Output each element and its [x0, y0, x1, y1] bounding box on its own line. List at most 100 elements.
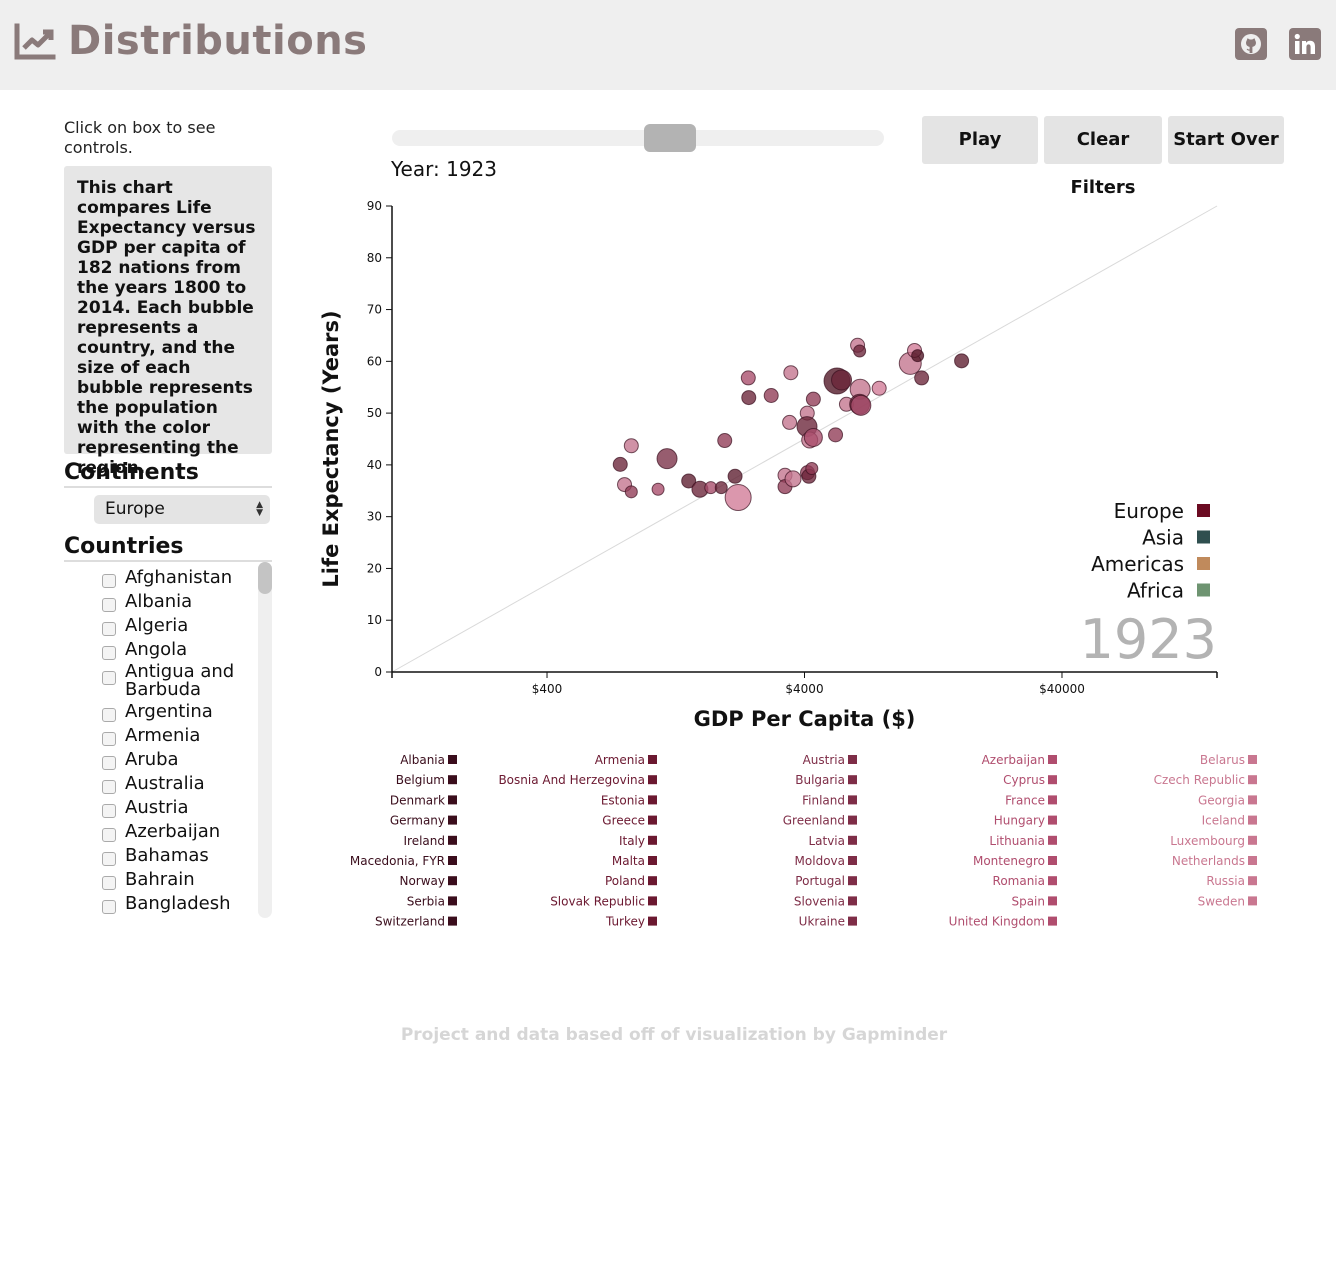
country-legend-swatch[interactable] — [848, 856, 857, 865]
country-legend-label[interactable]: Armenia — [595, 753, 645, 767]
country-legend-swatch[interactable] — [848, 795, 857, 805]
country-list-scroll-thumb[interactable] — [258, 562, 272, 594]
country-bubble[interactable] — [914, 370, 930, 386]
country-legend-label[interactable]: Serbia — [407, 894, 445, 908]
country-item[interactable]: Bahamas — [102, 847, 235, 866]
country-bubble[interactable] — [656, 448, 678, 470]
country-item[interactable]: Austria — [102, 799, 235, 818]
country-legend-label[interactable]: Finland — [802, 793, 845, 807]
country-legend-swatch[interactable] — [1048, 856, 1057, 865]
country-bubble[interactable] — [763, 388, 779, 404]
country-legend-swatch[interactable] — [1048, 916, 1057, 926]
country-bubble[interactable] — [782, 414, 798, 430]
country-legend-swatch[interactable] — [648, 775, 657, 785]
country-legend-label[interactable]: Norway — [399, 874, 445, 888]
country-bubble[interactable] — [783, 365, 799, 381]
country-legend-swatch[interactable] — [448, 876, 457, 886]
country-legend-swatch[interactable] — [848, 755, 857, 764]
country-checkbox[interactable] — [102, 852, 116, 866]
country-bubble[interactable] — [954, 353, 970, 369]
country-item[interactable]: Antigua and Barbuda — [102, 663, 235, 699]
country-legend-label[interactable]: Slovak Republic — [550, 894, 645, 908]
country-item[interactable]: Australia — [102, 775, 235, 794]
country-checkbox[interactable] — [102, 756, 116, 770]
country-legend-swatch[interactable] — [1048, 896, 1057, 906]
country-checkbox[interactable] — [102, 708, 116, 722]
country-legend-swatch[interactable] — [1248, 775, 1257, 785]
country-legend-label[interactable]: Turkey — [605, 915, 645, 929]
country-legend-swatch[interactable] — [648, 795, 657, 805]
country-legend-swatch[interactable] — [848, 876, 857, 886]
country-bubble[interactable] — [741, 390, 757, 406]
country-checkbox[interactable] — [102, 574, 116, 588]
country-bubble[interactable] — [850, 394, 872, 416]
country-legend-label[interactable]: Luxembourg — [1170, 834, 1245, 848]
country-legend-swatch[interactable] — [848, 775, 857, 785]
country-bubble[interactable] — [871, 380, 887, 396]
country-bubble[interactable] — [651, 482, 665, 496]
country-checkbox[interactable] — [102, 828, 116, 842]
country-item[interactable]: Azerbaijan — [102, 823, 235, 842]
country-item[interactable]: Angola — [102, 641, 235, 660]
country-bubble[interactable] — [717, 433, 733, 449]
country-legend-label[interactable]: Italy — [619, 834, 645, 848]
country-legend-label[interactable]: Albania — [400, 753, 445, 767]
country-legend-label[interactable]: Estonia — [601, 793, 645, 807]
country-legend-label[interactable]: Netherlands — [1172, 854, 1245, 868]
github-link[interactable] — [1235, 28, 1267, 60]
country-legend-label[interactable]: Greenland — [783, 814, 845, 828]
country-legend-label[interactable]: Poland — [605, 874, 645, 888]
country-item[interactable]: Argentina — [102, 703, 235, 722]
country-legend-swatch[interactable] — [1248, 795, 1257, 805]
country-bubble[interactable] — [805, 462, 819, 476]
play-button[interactable]: Play — [922, 116, 1038, 164]
country-legend-label[interactable]: Malta — [612, 854, 645, 868]
country-legend-label[interactable]: Georgia — [1198, 793, 1245, 807]
year-slider[interactable] — [392, 130, 884, 146]
country-legend-swatch[interactable] — [448, 916, 457, 926]
country-legend-label[interactable]: Ireland — [403, 834, 445, 848]
country-legend-swatch[interactable] — [448, 815, 457, 825]
country-bubble[interactable] — [624, 485, 638, 499]
country-legend-swatch[interactable] — [648, 916, 657, 926]
country-legend-swatch[interactable] — [1048, 795, 1057, 805]
country-legend-swatch[interactable] — [1048, 835, 1057, 845]
country-legend-swatch[interactable] — [848, 916, 857, 926]
country-item[interactable]: Aruba — [102, 751, 235, 770]
country-legend-label[interactable]: Romania — [993, 874, 1045, 888]
country-legend-swatch[interactable] — [448, 835, 457, 845]
clear-filters-button[interactable]: Clear Filters — [1044, 116, 1162, 198]
country-legend-label[interactable]: Russia — [1206, 874, 1245, 888]
country-legend-swatch[interactable] — [648, 815, 657, 825]
country-legend-label[interactable]: Czech Republic — [1154, 773, 1245, 787]
country-legend-label[interactable]: Belgium — [396, 773, 445, 787]
country-checkbox[interactable] — [102, 598, 116, 612]
country-legend-swatch[interactable] — [1248, 876, 1257, 886]
country-checkbox-list[interactable]: Afghanistan Albania Algeria Angola Antig… — [64, 564, 272, 918]
country-bubble[interactable] — [805, 391, 821, 407]
country-legend-label[interactable]: Belarus — [1200, 753, 1245, 767]
country-legend-swatch[interactable] — [1248, 896, 1257, 906]
country-bubble[interactable] — [681, 473, 697, 489]
country-item[interactable]: Bangladesh — [102, 895, 235, 914]
brand[interactable]: Distributions — [14, 18, 368, 64]
country-item[interactable]: Bahrain — [102, 871, 235, 890]
country-bubble[interactable] — [714, 481, 728, 495]
country-item[interactable]: Albania — [102, 593, 235, 612]
country-bubble[interactable] — [828, 427, 844, 443]
country-bubble[interactable] — [740, 370, 756, 386]
country-list-scrollbar[interactable] — [258, 562, 272, 918]
year-slider-handle[interactable] — [644, 124, 696, 152]
country-legend-label[interactable]: United Kingdom — [949, 915, 1045, 929]
country-legend-swatch[interactable] — [1048, 755, 1057, 764]
country-checkbox[interactable] — [102, 780, 116, 794]
country-legend-label[interactable]: Bulgaria — [795, 773, 845, 787]
country-legend-swatch[interactable] — [848, 896, 857, 906]
country-legend-label[interactable]: Latvia — [808, 834, 845, 848]
country-legend-swatch[interactable] — [1048, 876, 1057, 886]
country-checkbox[interactable] — [102, 646, 116, 660]
country-legend-label[interactable]: Montenegro — [973, 854, 1045, 868]
country-legend-label[interactable]: Iceland — [1202, 814, 1245, 828]
country-item[interactable]: Afghanistan — [102, 569, 235, 588]
country-bubble[interactable] — [784, 470, 802, 488]
